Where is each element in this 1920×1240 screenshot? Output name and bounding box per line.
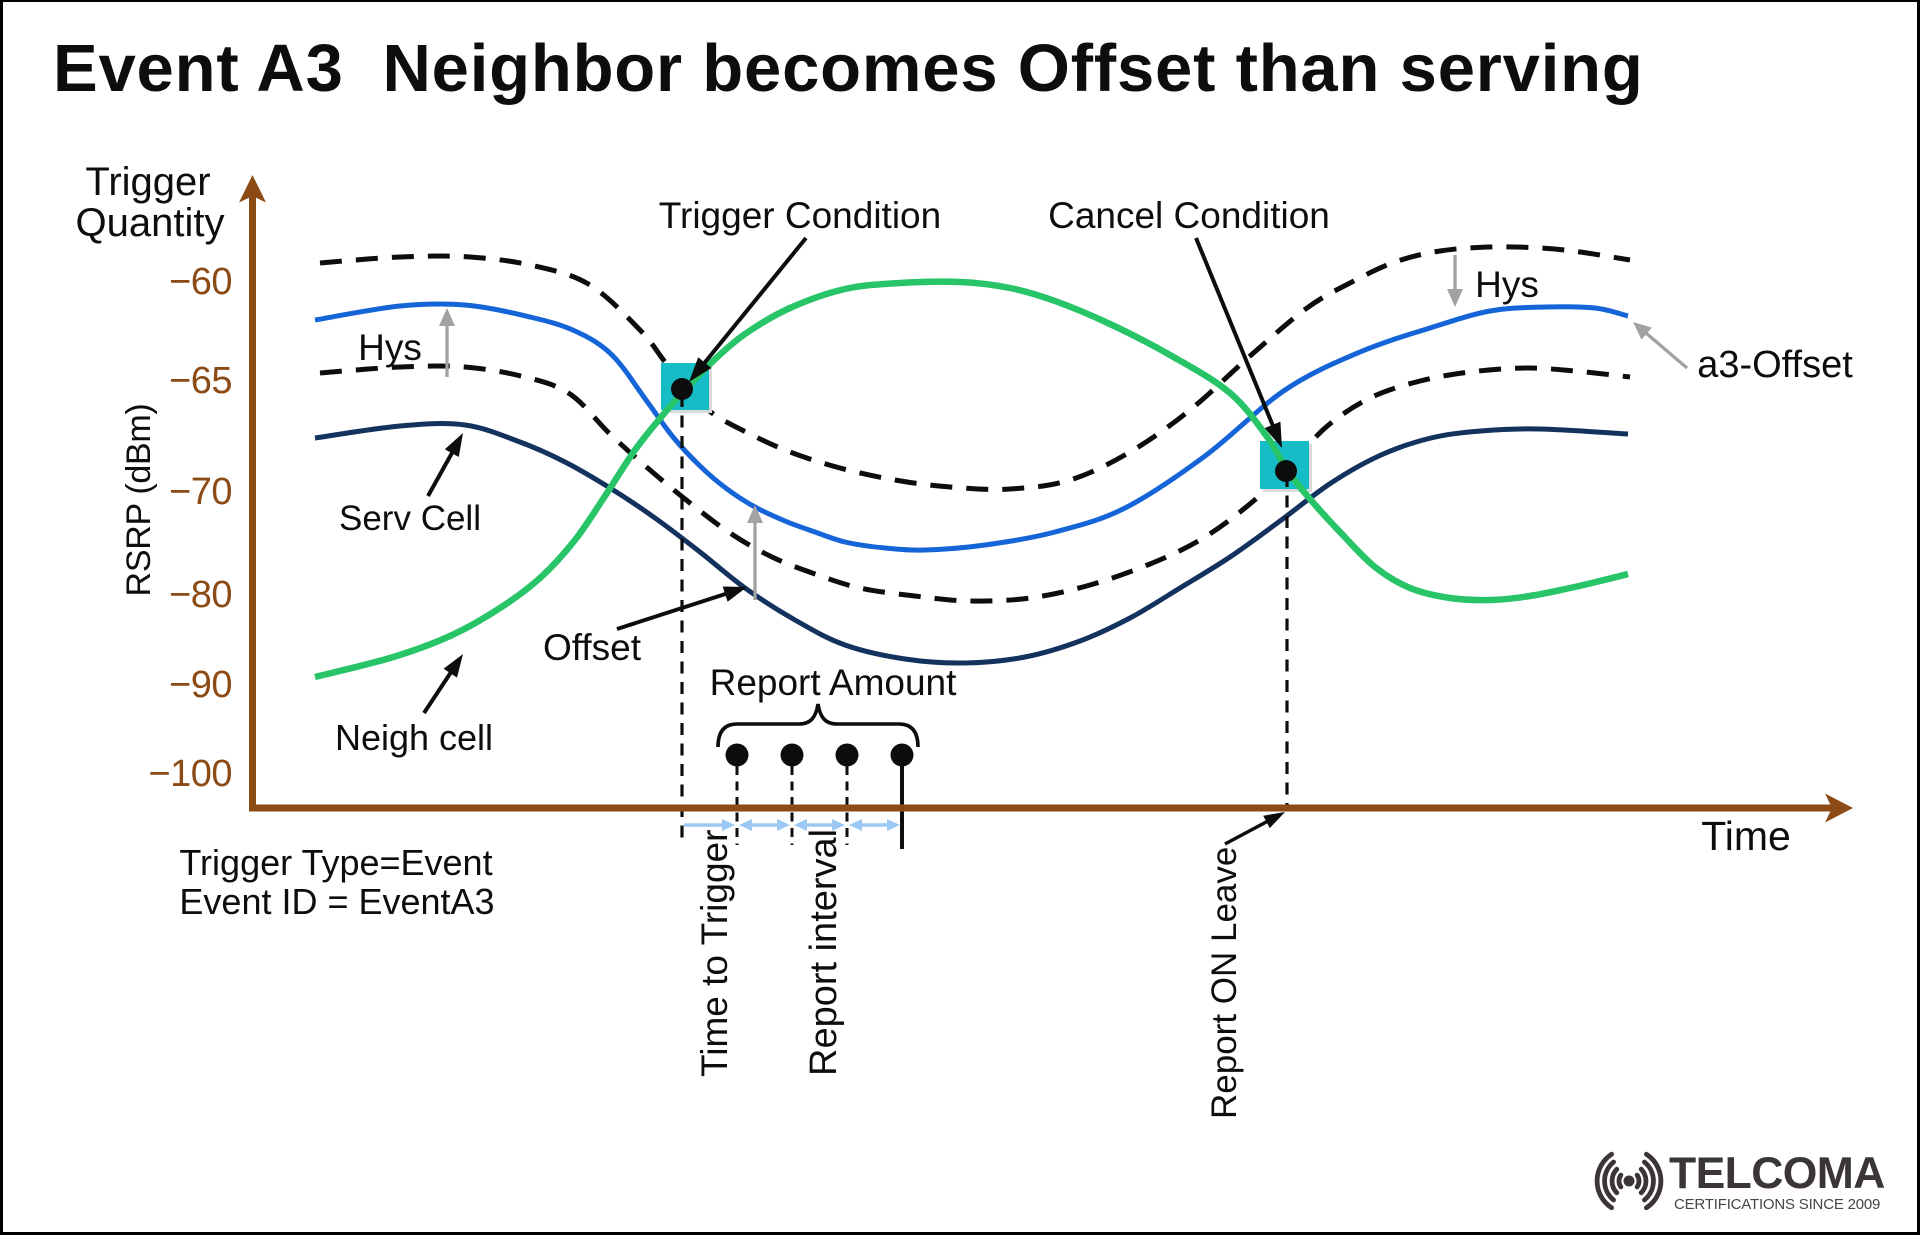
svg-text:−60: −60 bbox=[169, 261, 232, 303]
svg-text:Quantity: Quantity bbox=[76, 201, 225, 245]
svg-text:Cancel Condition: Cancel Condition bbox=[1048, 195, 1330, 236]
svg-text:−65: −65 bbox=[169, 360, 232, 402]
svg-text:TELCOMA: TELCOMA bbox=[1669, 1149, 1885, 1198]
svg-text:Time: Time bbox=[1701, 813, 1791, 859]
svg-text:Neigh cell: Neigh cell bbox=[335, 717, 493, 758]
svg-text:Hys: Hys bbox=[1475, 264, 1539, 305]
svg-text:a3-Offset: a3-Offset bbox=[1697, 344, 1853, 386]
svg-text:Report Amount: Report Amount bbox=[710, 662, 958, 703]
svg-text:Offset: Offset bbox=[543, 627, 642, 668]
svg-text:Trigger Type=Event: Trigger Type=Event bbox=[179, 842, 492, 883]
svg-text:Trigger Condition: Trigger Condition bbox=[659, 195, 941, 236]
svg-text:−100: −100 bbox=[148, 753, 232, 795]
svg-text:Report interval: Report interval bbox=[803, 829, 845, 1076]
svg-text:−80: −80 bbox=[169, 574, 232, 616]
svg-text:Report ON Leave: Report ON Leave bbox=[1205, 847, 1244, 1119]
svg-text:CERTIFICATIONS SINCE 2009: CERTIFICATIONS SINCE 2009 bbox=[1674, 1196, 1880, 1213]
svg-text:Serv Cell: Serv Cell bbox=[339, 499, 481, 538]
svg-text:Event A3 Neighbor becomes Off: Event A3 Neighbor becomes Offset than se… bbox=[53, 31, 1644, 106]
svg-text:Event ID = EventA3: Event ID = EventA3 bbox=[179, 881, 494, 922]
svg-text:RSRP (dBm): RSRP (dBm) bbox=[120, 404, 158, 597]
svg-text:Hys: Hys bbox=[358, 327, 422, 368]
svg-text:Trigger: Trigger bbox=[85, 160, 210, 204]
svg-text:Time to Trigger: Time to Trigger bbox=[694, 830, 735, 1077]
svg-text:−90: −90 bbox=[169, 664, 232, 706]
svg-text:−70: −70 bbox=[169, 471, 232, 513]
